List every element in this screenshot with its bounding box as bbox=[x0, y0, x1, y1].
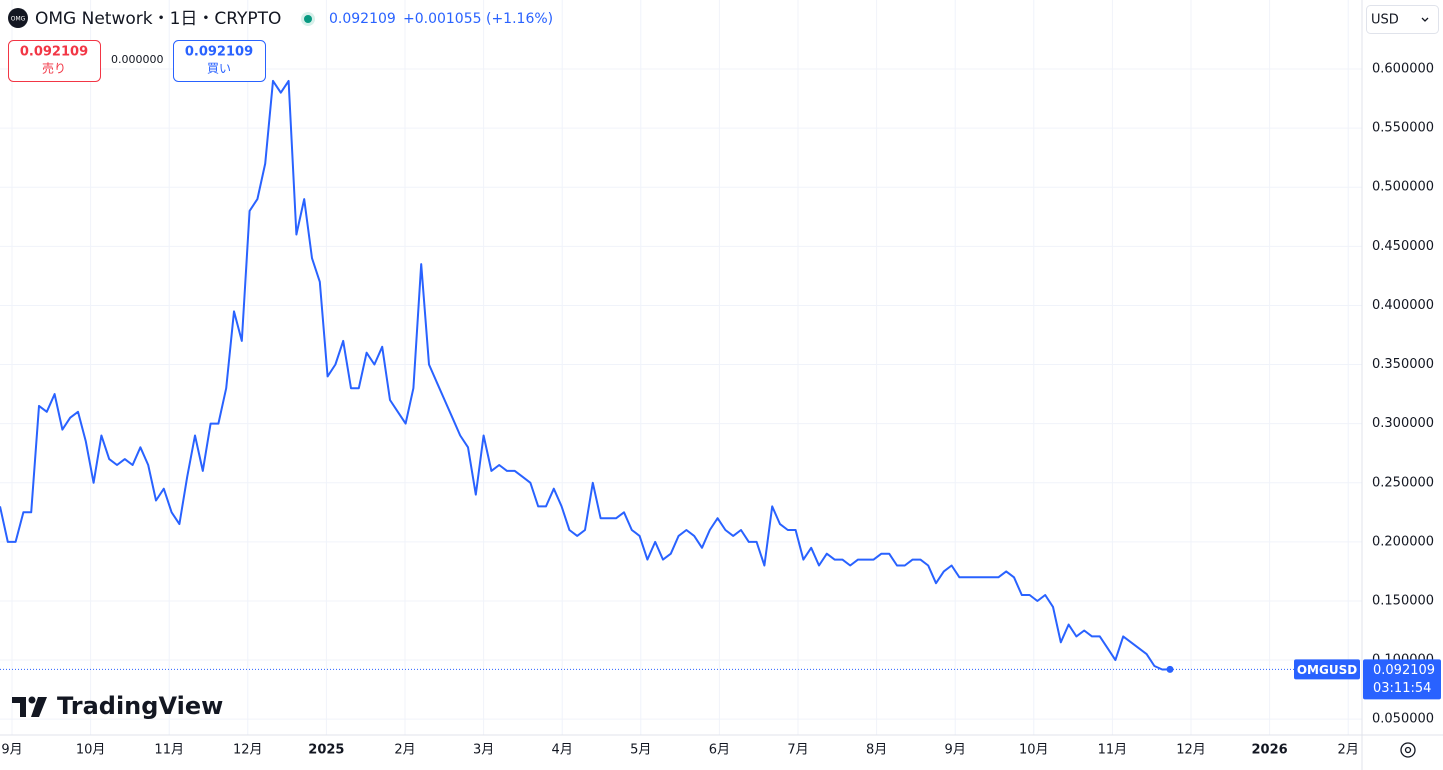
price-tag-label: 0.092109 bbox=[1373, 663, 1435, 678]
plot-area bbox=[0, 79, 1362, 673]
status-dot bbox=[304, 15, 312, 23]
buy-price: 0.092109 bbox=[185, 45, 253, 60]
x-tick-label: 6月 bbox=[709, 743, 730, 758]
countdown: 03:11:54 bbox=[1373, 681, 1431, 696]
symbol-tag-label: OMGUSD bbox=[1297, 663, 1357, 677]
y-tick-label: 0.600000 bbox=[1372, 62, 1434, 77]
y-tick-label: 0.250000 bbox=[1372, 475, 1434, 490]
currency-select[interactable] bbox=[1366, 5, 1439, 34]
y-tick-label: 0.400000 bbox=[1372, 298, 1434, 313]
symbol-logo bbox=[8, 8, 28, 28]
sell-button[interactable] bbox=[8, 40, 101, 82]
x-tick-label: 9月 bbox=[1, 743, 22, 758]
last-point bbox=[1166, 665, 1174, 673]
time-axis: 9月 10月 11月 12月 2025 2月 3月 4月 5月 6月 7月 8月 9月 10月 11月 12月… bbox=[1, 743, 1358, 758]
last-price: 0.092109 bbox=[329, 11, 396, 27]
price-axis: 0.0500000.1000000.1500000.2000000.250000… bbox=[1372, 62, 1434, 727]
x-tick-label: 7月 bbox=[787, 743, 808, 758]
x-tick-label: 5月 bbox=[630, 743, 651, 758]
x-tick-label: 9月 bbox=[945, 743, 966, 758]
chevron bbox=[1421, 17, 1429, 22]
x-tick-label: 3月 bbox=[473, 743, 494, 758]
x-tick-label: 12月 bbox=[1176, 743, 1206, 758]
x-tick-label: 11月 bbox=[154, 743, 184, 758]
x-tick-label: 2月 bbox=[1338, 743, 1359, 758]
x-tick-label: 10月 bbox=[76, 743, 106, 758]
y-tick-label: 0.550000 bbox=[1372, 121, 1434, 136]
y-tick-label: 0.300000 bbox=[1372, 416, 1434, 431]
sell-price: 0.092109 bbox=[20, 45, 88, 60]
x-tick-label: 8月 bbox=[866, 743, 887, 758]
grid bbox=[0, 0, 1362, 735]
logo-text: OMG bbox=[11, 16, 26, 23]
buy-button[interactable] bbox=[173, 40, 266, 82]
settings-icon[interactable] bbox=[1400, 742, 1416, 758]
spread: 0.000000 bbox=[111, 53, 164, 66]
y-tick-label: 0.200000 bbox=[1372, 534, 1434, 549]
y-tick-label: 0.350000 bbox=[1372, 357, 1434, 372]
x-tick-label: 2025 bbox=[308, 743, 344, 758]
x-tick-label: 2月 bbox=[394, 743, 415, 758]
x-tick-label: 11月 bbox=[1098, 743, 1128, 758]
symbol-tag bbox=[1294, 659, 1360, 680]
sell-label: 売り bbox=[42, 61, 66, 76]
price-change: +0.001055 (+1.16%) bbox=[403, 11, 553, 27]
brand-logo bbox=[12, 696, 47, 717]
x-tick-label: 10月 bbox=[1019, 743, 1049, 758]
y-tick-label: 0.450000 bbox=[1372, 239, 1434, 254]
x-tick-label: 12月 bbox=[233, 743, 263, 758]
y-tick-label: 0.150000 bbox=[1372, 593, 1434, 608]
price-line bbox=[0, 79, 1171, 671]
buy-label: 買い bbox=[207, 62, 231, 76]
brand-name: TradingView bbox=[57, 692, 223, 720]
currency-label: USD bbox=[1371, 13, 1399, 28]
x-tick-label: 4月 bbox=[552, 743, 573, 758]
price-tag bbox=[1363, 659, 1441, 700]
y-tick-label: 0.050000 bbox=[1372, 712, 1434, 727]
y-tick-label: 0.500000 bbox=[1372, 180, 1434, 195]
symbol-title[interactable]: OMG Network・1日・CRYPTO bbox=[35, 9, 281, 29]
x-tick-label: 2026 bbox=[1252, 743, 1288, 758]
